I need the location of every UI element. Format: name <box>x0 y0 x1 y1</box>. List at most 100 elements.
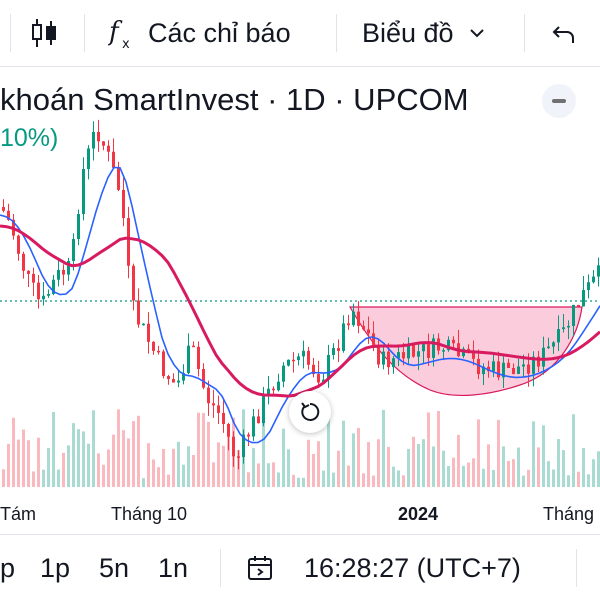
candle-body <box>442 350 445 352</box>
volume-bar <box>47 448 50 487</box>
candle-body <box>532 356 535 374</box>
timeframe-button[interactable]: p <box>0 553 16 583</box>
volume-bar <box>317 441 320 487</box>
candle-body <box>282 365 285 382</box>
candle-body <box>227 423 230 437</box>
candle-body <box>337 348 340 351</box>
volume-bar <box>202 413 205 487</box>
volume-bar <box>167 474 170 487</box>
volume-bar <box>527 469 530 487</box>
collapse-legend-button[interactable] <box>542 84 576 118</box>
candle-body <box>402 352 405 359</box>
candle-body <box>102 141 105 146</box>
candle-body <box>237 456 240 458</box>
volume-bar <box>252 448 255 487</box>
candle-body <box>107 145 110 152</box>
volume-bar <box>37 437 40 487</box>
volume-bar <box>292 474 295 487</box>
volume-bar <box>257 463 260 487</box>
volume-bar <box>362 473 365 487</box>
candle-body <box>22 253 25 271</box>
timeframe-button[interactable]: 1p <box>40 553 71 583</box>
candle-body <box>147 323 150 342</box>
candle-body <box>202 369 205 388</box>
candle-body <box>127 218 130 266</box>
candles-icon[interactable] <box>30 0 62 66</box>
candle-body <box>412 344 415 357</box>
clock-timezone[interactable]: 16:28:27 (UTC+7) <box>304 553 521 583</box>
candle-body <box>482 366 485 375</box>
candle-body <box>297 356 300 361</box>
volume-bar <box>237 450 240 487</box>
toolbar-edge <box>0 0 10 66</box>
candle-body <box>252 416 255 437</box>
volume-bar <box>597 451 600 487</box>
candle-body <box>472 351 475 359</box>
candle-body <box>582 289 585 307</box>
volume-bar <box>372 475 375 487</box>
volume-bar <box>542 425 545 487</box>
candle-body <box>517 366 520 374</box>
candle-body <box>477 358 480 375</box>
volume-bar <box>277 472 280 487</box>
volume-bar <box>112 434 115 487</box>
candle-body <box>527 364 530 374</box>
candle-body <box>177 380 180 383</box>
candle-body <box>2 207 5 211</box>
volume-bar <box>222 445 225 487</box>
volume-bar <box>247 472 250 487</box>
undo-button[interactable] <box>550 0 580 66</box>
candle-body <box>262 396 265 424</box>
candle-body <box>567 325 570 328</box>
reset-chart-button[interactable] <box>289 391 331 433</box>
candle-body <box>272 388 275 391</box>
chart-type-button[interactable]: Biểu đồ <box>362 0 502 66</box>
candle-body <box>122 189 125 219</box>
volume-bar <box>537 447 540 487</box>
volume-bar <box>442 450 445 487</box>
candle-body <box>47 294 50 296</box>
volume-bar <box>67 445 70 487</box>
volume-bar <box>342 420 345 487</box>
volume-bar <box>517 447 520 487</box>
toolbar-divider <box>10 14 11 52</box>
volume-bar <box>152 459 155 487</box>
candle-body <box>502 362 505 378</box>
candle-body <box>132 265 135 301</box>
candle-body <box>57 269 60 280</box>
candle-body <box>142 323 145 326</box>
symbol-legend-title[interactable]: khoán SmartInvest · 1D · UPCOM <box>0 82 469 117</box>
candle-body <box>447 339 450 351</box>
indicators-button[interactable]: f x Các chỉ báo <box>108 0 318 66</box>
candle-body <box>597 265 600 277</box>
timeframe-button[interactable]: 5n <box>99 553 130 583</box>
volume-bar <box>262 419 265 487</box>
candle-body <box>137 300 140 325</box>
volume-bar <box>512 459 515 487</box>
candle-body <box>367 329 370 334</box>
candle-body <box>347 323 350 326</box>
volume-bar <box>272 462 275 487</box>
volume-bar <box>77 429 80 487</box>
time-axis[interactable]: Tám Tháng 10 2024 Tháng <box>0 498 600 532</box>
volume-bar <box>97 453 100 487</box>
price-chart[interactable] <box>0 67 600 532</box>
volume-bar <box>477 419 480 487</box>
candle-body <box>407 344 410 359</box>
toolbar-divider <box>524 14 525 52</box>
toolbar-divider <box>576 549 577 587</box>
candle-body <box>377 344 380 365</box>
volume-bar <box>282 428 285 487</box>
undo-icon <box>552 26 574 43</box>
chart-area[interactable] <box>0 67 600 532</box>
time-axis-label: Tám <box>0 504 36 524</box>
volume-bar <box>357 427 360 487</box>
volume-bar <box>337 450 340 487</box>
volume-bar <box>142 478 145 487</box>
volume-bar <box>577 471 580 487</box>
date-range-button[interactable] <box>246 553 276 583</box>
volume-bar <box>492 470 495 487</box>
timeframe-button[interactable]: 1n <box>158 553 189 583</box>
volume-bar <box>352 433 355 487</box>
price-change: 10%) <box>0 124 59 152</box>
